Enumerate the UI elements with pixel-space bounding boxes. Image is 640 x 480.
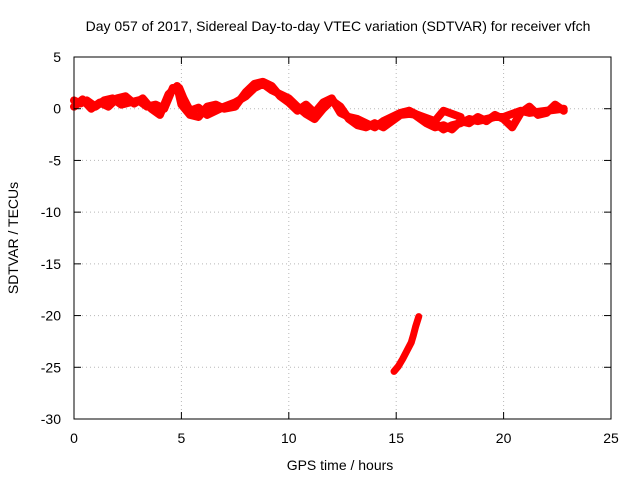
data-point xyxy=(431,123,439,131)
data-point xyxy=(405,107,413,115)
x-tick-label: 10 xyxy=(281,430,297,446)
data-point xyxy=(147,105,155,113)
data-point xyxy=(117,100,125,109)
data-point xyxy=(412,323,419,331)
data-point xyxy=(220,105,228,113)
data-point xyxy=(390,368,398,375)
data-point xyxy=(121,92,130,100)
data-point xyxy=(379,117,387,125)
data-point xyxy=(508,123,516,131)
data-point xyxy=(534,111,542,119)
x-tick-label: 20 xyxy=(496,430,512,446)
x-tick-label: 25 xyxy=(603,430,619,446)
plot-frame xyxy=(73,56,612,420)
y-tick-label: -15 xyxy=(41,256,61,272)
data-point xyxy=(96,98,104,107)
tick-layer xyxy=(73,56,612,420)
data-point xyxy=(328,94,336,102)
x-tick-label: 15 xyxy=(388,430,404,446)
data-point xyxy=(431,117,439,125)
y-tick-label: 0 xyxy=(53,101,61,117)
data-point xyxy=(173,82,181,90)
data-point xyxy=(353,115,362,123)
y-tick-label: -25 xyxy=(41,359,61,375)
data-point xyxy=(302,100,310,109)
tick-label-layer: 0 5 10 15 20 25 5 0 -5 -10 -15 -20 -25 -30 xyxy=(41,49,619,446)
data-point xyxy=(276,92,284,100)
sdtvar-trace xyxy=(70,77,568,134)
y-tick-label: -10 xyxy=(41,204,61,220)
plot-layer xyxy=(70,77,568,375)
y-tick-label: -5 xyxy=(49,152,62,168)
data-point xyxy=(194,113,203,121)
y-axis-label: SDTVAR / TECUs xyxy=(5,182,21,294)
y-tick-label: -20 xyxy=(41,308,61,324)
x-tick-label: 5 xyxy=(178,430,186,446)
x-tick-label: 0 xyxy=(70,430,78,446)
y-tick-label: 5 xyxy=(53,49,61,65)
data-point xyxy=(560,107,568,115)
x-axis-label: GPS time / hours xyxy=(287,457,394,473)
data-point xyxy=(403,347,411,354)
data-point xyxy=(448,110,456,118)
data-point xyxy=(250,80,259,88)
chart-title: Day 057 of 2017, Sidereal Day-to-day VTE… xyxy=(86,18,591,34)
data-point xyxy=(482,117,491,125)
y-tick-label: -30 xyxy=(41,411,61,427)
